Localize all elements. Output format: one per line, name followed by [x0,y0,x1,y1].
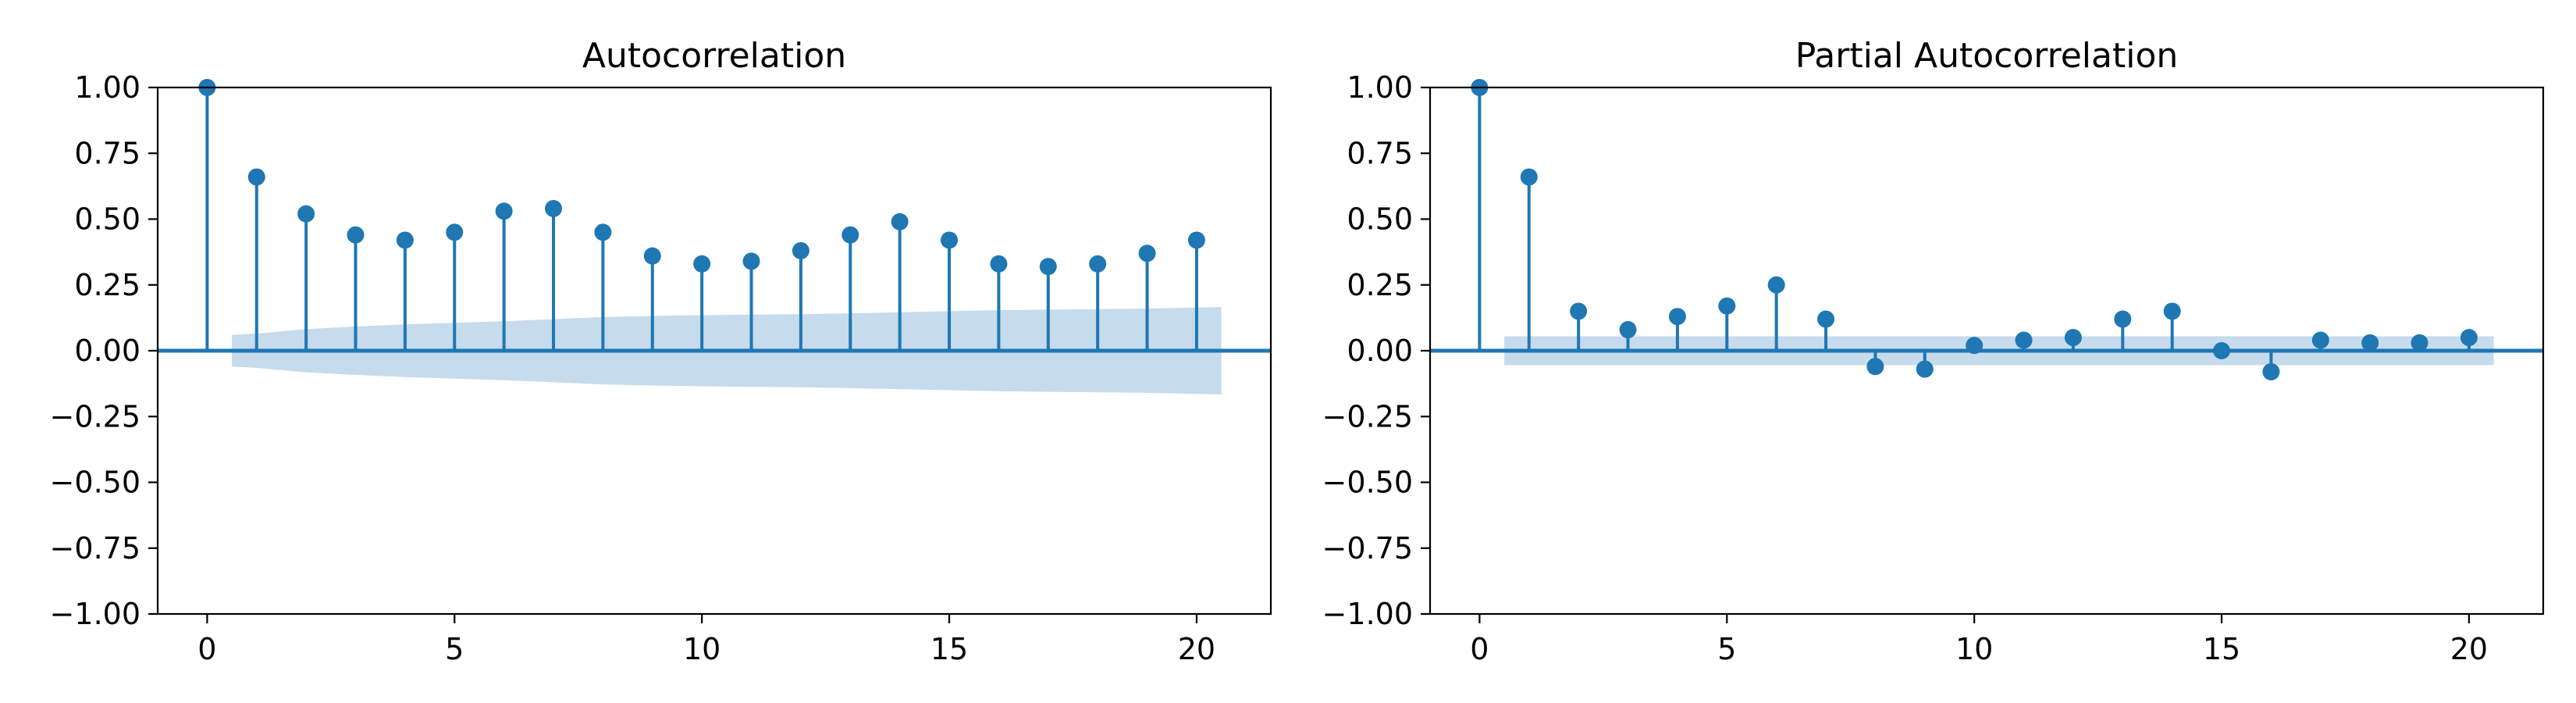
stem-marker [2262,362,2280,380]
x-tick-label: 10 [1955,632,1993,666]
y-tick-label: −1.00 [1322,597,1413,631]
stem-marker [2213,342,2231,359]
stem-marker [347,226,365,244]
stem-marker [792,241,809,259]
stem-marker [742,252,760,270]
stem-marker [2163,302,2181,320]
y-tick-label: −0.25 [1322,399,1413,434]
stem-marker [594,223,612,241]
y-tick-label: 1.00 [74,70,141,105]
x-tick-label: 10 [683,632,720,666]
stem-markers [198,79,1205,276]
x-tick-label: 15 [2203,632,2240,666]
stem-marker [2311,331,2329,349]
stem-marker [643,247,661,265]
y-tick-label: 0.25 [1347,268,1413,302]
stem-marker [396,231,414,249]
stem-marker [1138,244,1156,262]
y-tick-label: −1.00 [50,597,141,631]
stem-marker [1520,168,1538,186]
stem-marker [1089,255,1107,273]
y-tick-label: −0.75 [50,531,141,566]
stem-marker [495,202,513,220]
stem-marker [1916,360,1934,378]
y-tick-label: −0.50 [50,466,141,500]
stem-marker [841,226,859,244]
pacf-panel: −1.00 −0.75 −0.50 −0.25 0.00 0.25 0.50 0.75 1.00… [1322,36,2545,666]
y-tick-label: −0.25 [50,399,141,434]
stem-marker [545,200,563,218]
stem-marker [1718,297,1736,315]
y-tick-label: 0.75 [1347,136,1413,170]
x-tick-label: 20 [1178,632,1215,666]
x-tick-label: 5 [1717,632,1736,666]
stem-marker [941,231,959,249]
y-tick-label: 0.50 [74,202,141,237]
stem-marker [1187,231,1205,249]
y-tick-label: 1.00 [1347,70,1413,105]
stem-marker [297,205,315,223]
stem-marker [2460,329,2478,347]
stem-marker [2015,331,2033,349]
stem-marker [1570,302,1588,320]
stem-marker [1619,321,1637,339]
stem-marker [2114,310,2132,328]
stem-marker [1817,310,1835,328]
y-tick-label: 0.00 [74,334,141,368]
stem-marker [247,168,265,186]
x-tick-label: 20 [2450,632,2488,666]
y-tick-label: −0.50 [1322,466,1413,500]
stem-marker [1966,337,1984,355]
pacf-title: Partial Autocorrelation [1795,36,2179,76]
stem-marker [446,223,464,241]
x-tick-label: 0 [1470,632,1489,666]
y-tick-label: 0.75 [74,136,141,170]
stem-marker [1039,258,1057,276]
stem-marker [1866,358,1884,376]
y-tick-label: 0.50 [1347,202,1413,237]
y-tick-label: 0.25 [74,268,141,302]
acf-title: Autocorrelation [582,36,846,76]
stem-lines [205,87,1198,351]
stem-marker [1668,308,1686,326]
stem-marker [990,255,1008,273]
x-tick-label: 5 [445,632,464,666]
y-tick-label: −0.75 [1322,531,1413,566]
stem-markers [1471,79,2478,380]
stem-marker [693,255,711,273]
x-tick-label: 0 [197,632,216,666]
stem-marker [2411,334,2428,352]
stem-marker [891,212,909,230]
acf-panel: −1.00 −0.75 −0.50 −0.25 0.00 0.25 0.50 0.75 1.00… [50,36,1272,666]
stem-marker [1767,276,1785,294]
stem-marker [2361,334,2379,352]
y-tick-label: 0.00 [1347,334,1413,368]
stem-marker [2064,329,2082,347]
x-tick-label: 15 [930,632,968,666]
